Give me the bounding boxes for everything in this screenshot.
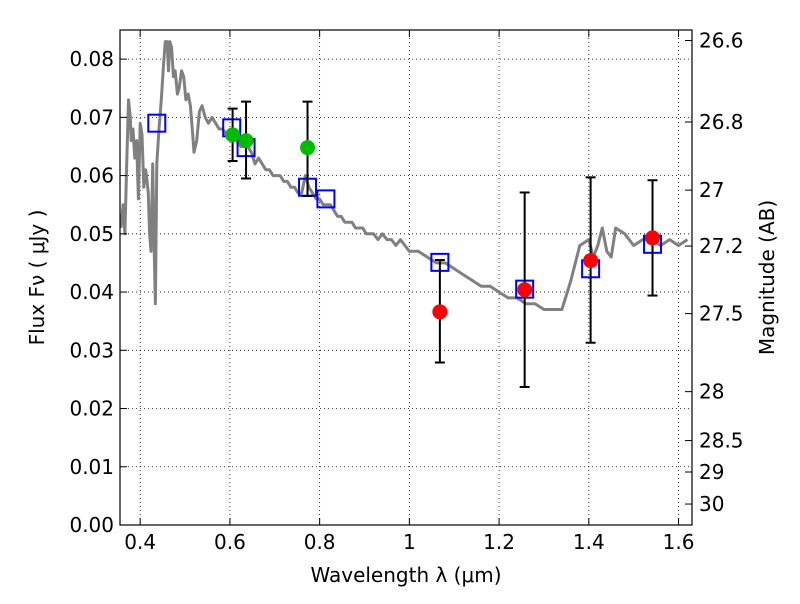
- x-tick-label: 0.6: [214, 530, 246, 554]
- x-tick-label: 1: [403, 530, 416, 554]
- y-tick-label: 0.06: [69, 164, 114, 188]
- red-data-point: [517, 282, 533, 298]
- plot-frame: [119, 29, 693, 526]
- y-tick-label: 0.00: [69, 513, 114, 537]
- sed-model-line: [119, 40, 689, 311]
- red-data-point: [583, 253, 599, 269]
- green-data-point: [225, 127, 241, 143]
- model-photometry-square: [147, 113, 167, 133]
- green-data-point: [238, 133, 254, 149]
- x-tick-label: 1.2: [483, 530, 515, 554]
- model-photometry-square: [316, 189, 336, 209]
- y2-tick-label: 27.2: [699, 234, 744, 258]
- x-tick-label: 0.8: [304, 530, 336, 554]
- y-tick-label: 0.08: [69, 47, 114, 71]
- x-tick-label: 1.4: [573, 530, 605, 554]
- y-tick-label: 0.07: [69, 105, 114, 129]
- y2-tick-label: 26.8: [699, 110, 744, 134]
- y-tick-label: 0.05: [69, 222, 114, 246]
- y2-tick-label: 28.5: [699, 429, 744, 453]
- red-data-point: [432, 304, 448, 320]
- y2-tick-label: 28: [699, 380, 724, 404]
- y-axis-label: Flux Fν ( μJy ): [25, 210, 49, 346]
- y2-tick-label: 30: [699, 492, 724, 516]
- y2-tick-label: 26.6: [699, 28, 744, 52]
- y-tick-label: 0.01: [69, 455, 114, 479]
- y2-tick-label: 27: [699, 178, 724, 202]
- x-tick-label: 1.6: [663, 530, 695, 554]
- x-axis-label: Wavelength λ (μm): [310, 563, 501, 587]
- green-data-point: [300, 140, 316, 156]
- x-tick-label: 0.4: [124, 530, 156, 554]
- y2-axis-label: Magnitude (AB): [755, 200, 779, 355]
- y-tick-label: 0.02: [69, 397, 114, 421]
- y-tick-label: 0.04: [69, 280, 114, 304]
- y2-tick-label: 29: [699, 460, 724, 484]
- red-data-point: [645, 230, 661, 246]
- y2-tick-label: 27.5: [699, 302, 744, 326]
- y-tick-label: 0.03: [69, 338, 114, 362]
